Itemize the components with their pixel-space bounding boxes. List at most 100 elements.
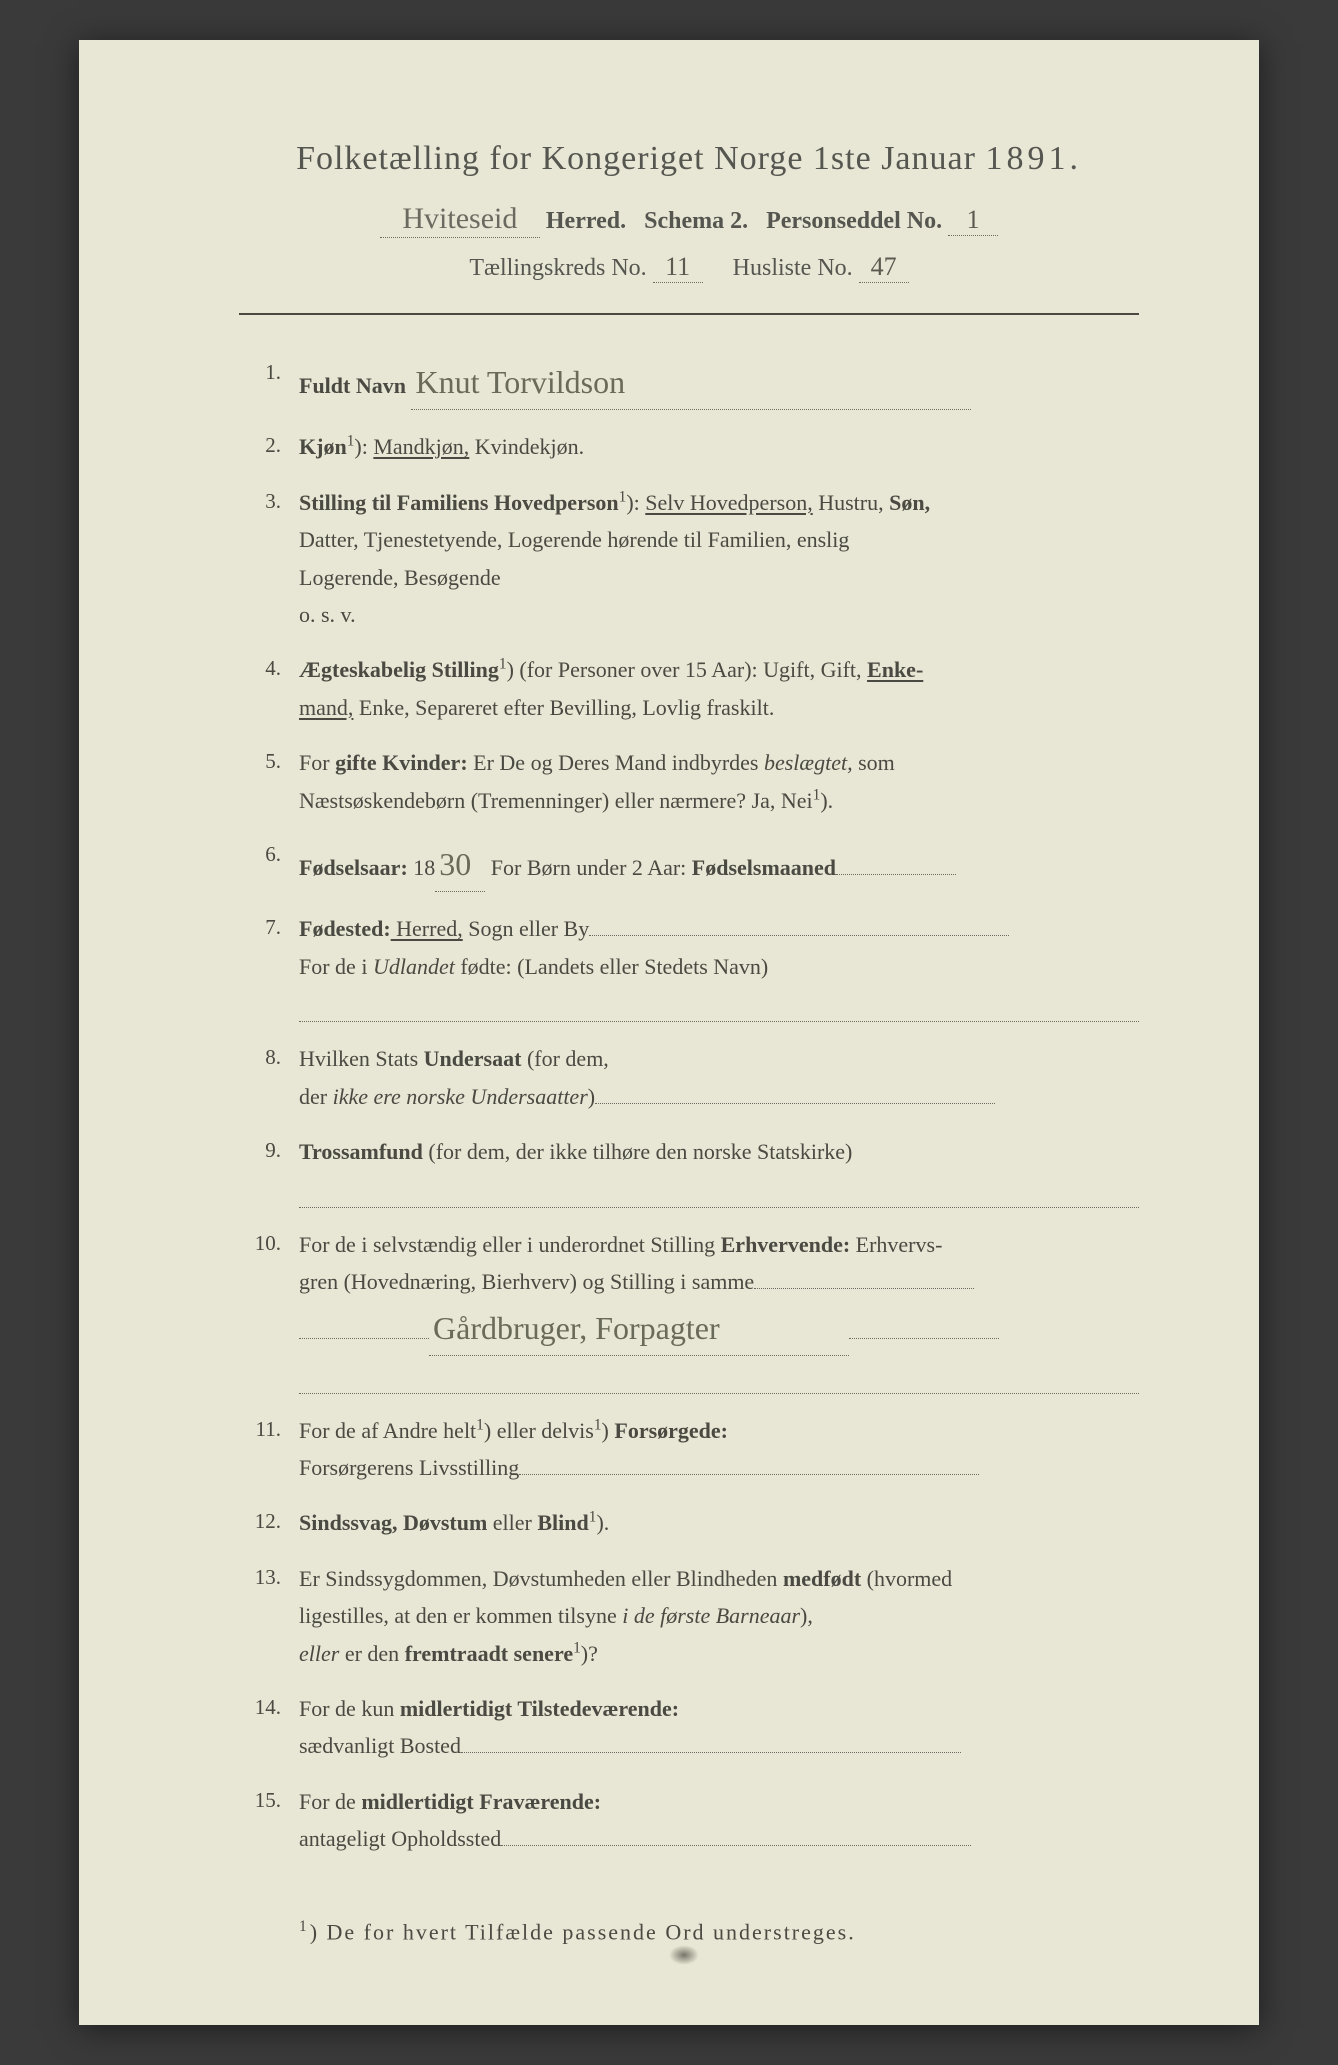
selected-option: Selv Hovedperson,	[645, 490, 812, 515]
cont-text: antageligt Opholdssted	[299, 1826, 501, 1851]
cont-pre: For de i	[299, 954, 373, 979]
tail: (hvormed	[861, 1566, 952, 1591]
rest: (for dem, der ikke tilhøre den norske St…	[423, 1139, 852, 1164]
text: Er De og Deres Mand indbyrdes	[468, 750, 764, 775]
subheader-line-1: Hviteseid Herred. Schema 2. Personseddel…	[239, 202, 1139, 238]
blank-dotted-line	[299, 1367, 1139, 1393]
item-number: 3.	[249, 484, 299, 520]
continuation: mand, Enke, Separeret efter Bevilling, L…	[299, 689, 1139, 726]
text: ):	[626, 490, 645, 515]
c1b: ),	[800, 1603, 813, 1628]
item-1: 1. Fuldt Navn Knut Torvildson	[249, 355, 1139, 410]
option-rest: Hustru,	[813, 490, 889, 515]
footnote-marker: 1	[299, 1918, 310, 1935]
item-number: 6.	[249, 837, 299, 873]
item-11: 11. For de af Andre helt1) eller delvis1…	[249, 1412, 1139, 1487]
option-bold: Søn,	[889, 490, 930, 515]
item-number: 1.	[249, 355, 299, 391]
item-4: 4. Ægteskabelig Stilling1) (for Personer…	[249, 651, 1139, 726]
cont-rest: fødte: (Landets eller Stedets Navn)	[455, 954, 768, 979]
c2bold: fremtraadt senere	[405, 1641, 573, 1666]
item-number: 2.	[249, 428, 299, 464]
item-label: Fuldt Navn	[299, 373, 406, 398]
personseddel-no: 1	[948, 205, 998, 236]
c2it: eller	[299, 1641, 339, 1666]
title-text: Folketælling for Kongeriget Norge 1ste J…	[296, 140, 976, 177]
item-number: 10.	[249, 1226, 299, 1262]
selected-option: Mandkjøn,	[373, 434, 469, 459]
husliste-no: 47	[859, 252, 909, 283]
item-label: Undersaat	[424, 1046, 522, 1071]
item-label: Fødselsaar:	[299, 855, 408, 880]
pre: For de kun	[299, 1696, 400, 1721]
continuation: Næstsøskendebørn (Tremenninger) eller næ…	[299, 782, 1139, 819]
ink-smudge	[669, 1945, 699, 1965]
subject-slot	[595, 1103, 995, 1104]
item-9: 9. Trossamfund (for dem, der ikke tilhør…	[249, 1133, 1139, 1208]
selected-option: Herred,	[391, 916, 463, 941]
item-5: 5. For gifte Kvinder: Er De og Deres Man…	[249, 744, 1139, 819]
item-label: Fødested:	[299, 916, 391, 941]
item-13: 13. Er Sindssygdommen, Døvstumheden elle…	[249, 1560, 1139, 1672]
cont-text: sædvanligt Bosted	[299, 1733, 461, 1758]
tail: som	[853, 750, 895, 775]
selected-option: Enke-	[867, 657, 923, 682]
birthplace-slot	[589, 935, 1009, 936]
taellingskreds-label: Tællingskreds No.	[469, 255, 646, 281]
item-label: midlertidigt Tilstedeværende:	[400, 1696, 679, 1721]
item-label: medfødt	[783, 1566, 861, 1591]
item-number: 12.	[249, 1504, 299, 1540]
continuation: For de i Udlandet fødte: (Landets eller …	[299, 948, 1139, 985]
item-14: 14. For de kun midlertidigt Tilstedevære…	[249, 1690, 1139, 1765]
label-2: Blind	[537, 1510, 588, 1535]
cont-rest: Enke, Separeret efter Bevilling, Lovlig …	[353, 695, 774, 720]
item-number: 7.	[249, 910, 299, 946]
blank-dotted-line	[299, 996, 1139, 1022]
item-2: 2. Kjøn1): Mandkjøn, Kvindekjøn.	[249, 428, 1139, 465]
mid: ) eller delvis	[484, 1418, 594, 1443]
selected-cont: mand,	[299, 695, 353, 720]
text: ) (for Personer over 15 Aar): Ugift, Gif…	[507, 657, 867, 682]
cont-rest: )	[588, 1084, 595, 1109]
item-label: Trossamfund	[299, 1139, 423, 1164]
footnote-ref: 1	[476, 1416, 484, 1433]
continuation: sædvanligt Bosted	[299, 1727, 1139, 1764]
herred-label: Herred.	[546, 208, 626, 234]
title-year: 1891.	[985, 140, 1082, 177]
cont-pre: der	[299, 1084, 333, 1109]
item-label: gifte Kvinder:	[335, 750, 468, 775]
cont-tail: ).	[820, 788, 833, 813]
continuation: gren (Hovednæring, Bierhverv) og Stillin…	[299, 1263, 1139, 1300]
census-form-page: Folketælling for Kongeriget Norge 1ste J…	[79, 40, 1259, 2025]
slot	[849, 1338, 999, 1339]
item-label: Erhvervende:	[721, 1232, 851, 1257]
form-items: 1. Fuldt Navn Knut Torvildson 2. Kjøn1):…	[239, 355, 1139, 1858]
slot	[519, 1474, 979, 1475]
husliste-label: Husliste No.	[733, 255, 853, 281]
item-number: 13.	[249, 1560, 299, 1596]
rest: (for dem,	[521, 1046, 608, 1071]
c2b: )?	[581, 1641, 598, 1666]
c2a: er den	[339, 1641, 404, 1666]
footnote-text: ) De for hvert Tilfælde passende Ord und…	[310, 1919, 856, 1944]
page-title: Folketælling for Kongeriget Norge 1ste J…	[239, 140, 1139, 178]
option-rest: Kvindekjøn.	[469, 434, 584, 459]
continuation: ligestilles, at den er kommen tilsyne i …	[299, 1597, 1139, 1634]
occupation-hw: Gårdbruger, Forpagter	[429, 1301, 849, 1356]
item-label: Sindssvag, Døvstum	[299, 1510, 487, 1535]
birthmonth-slot	[836, 874, 956, 875]
pre: For de af Andre helt	[299, 1418, 476, 1443]
mid: eller	[487, 1510, 537, 1535]
mid: For Børn under 2 Aar:	[485, 855, 692, 880]
continuation: Logerende, Besøgende	[299, 559, 1139, 596]
item-15: 15. For de midlertidigt Fraværende: anta…	[249, 1783, 1139, 1858]
rest: Sogn eller By	[463, 916, 590, 941]
item-label: Stilling til Familiens Hovedperson	[299, 490, 619, 515]
personseddel-label: Personseddel No.	[766, 208, 942, 234]
tail: )	[602, 1418, 615, 1443]
item-number: 5.	[249, 744, 299, 780]
item-number: 4.	[249, 651, 299, 687]
item-12: 12. Sindssvag, Døvstum eller Blind1).	[249, 1504, 1139, 1541]
slot	[754, 1288, 974, 1289]
continuation: Forsørgerens Livsstilling	[299, 1449, 1139, 1486]
